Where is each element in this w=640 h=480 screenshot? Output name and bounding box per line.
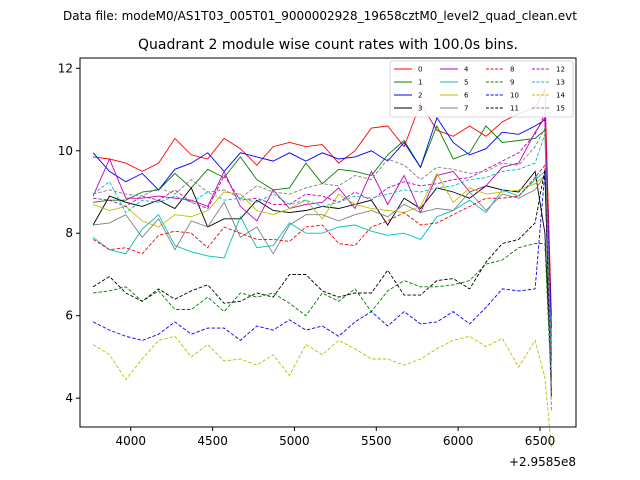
- series-line-7: [93, 174, 552, 374]
- series-line-8: [92, 163, 552, 362]
- legend-label-3: 3: [418, 105, 422, 113]
- y-tick-label: 4: [65, 391, 73, 405]
- x-tick-label: 6000: [443, 434, 474, 448]
- legend-label-14: 14: [556, 92, 565, 100]
- series-layer: [92, 87, 552, 448]
- series-line-12: [93, 113, 552, 353]
- y-tick-label: 8: [65, 226, 73, 240]
- x-tick-label: 5500: [361, 434, 392, 448]
- series-line-4: [92, 116, 552, 357]
- legend-label-15: 15: [556, 105, 565, 113]
- series-line-3: [92, 170, 552, 378]
- suptitle: Data file: modeM0/AS1T03_005T01_90000029…: [63, 9, 577, 23]
- series-line-5: [92, 170, 552, 345]
- legend-label-4: 4: [464, 66, 469, 74]
- legend-label-5: 5: [464, 79, 468, 87]
- series-line-11: [92, 169, 552, 399]
- series-line-1: [93, 124, 552, 337]
- y-tick-label: 12: [58, 61, 73, 75]
- x-tick-label: 6500: [525, 434, 556, 448]
- series-line-15: [92, 126, 552, 411]
- y-tick-label: 6: [65, 309, 73, 323]
- legend-label-13: 13: [556, 79, 565, 87]
- series-line-2: [92, 116, 552, 329]
- legend-label-9: 9: [510, 79, 514, 87]
- x-tick-label: 4000: [115, 434, 146, 448]
- series-line-6: [92, 172, 552, 382]
- series-line-13: [92, 134, 552, 366]
- chart-title: Quadrant 2 module wise count rates with …: [138, 37, 518, 53]
- x-tick-label: 4500: [197, 434, 228, 448]
- legend-label-2: 2: [418, 92, 422, 100]
- legend-label-11: 11: [510, 105, 519, 113]
- legend-label-8: 8: [510, 66, 514, 74]
- legend-label-0: 0: [418, 66, 422, 74]
- legend-label-6: 6: [464, 92, 469, 100]
- y-tick-label: 10: [58, 144, 73, 158]
- legend-label-1: 1: [418, 79, 422, 87]
- x-tick-label: 5000: [279, 434, 310, 448]
- series-line-14: [92, 335, 552, 448]
- series-line-0: [93, 87, 552, 316]
- series-line-9: [93, 243, 552, 390]
- plot-frame: [79, 57, 577, 428]
- legend-label-10: 10: [510, 92, 519, 100]
- legend-box: [389, 60, 574, 118]
- x-offset-label: +2.9585e8: [509, 455, 576, 469]
- legend-label-7: 7: [464, 105, 468, 113]
- legend-label-12: 12: [556, 66, 565, 74]
- series-line-10: [92, 171, 552, 395]
